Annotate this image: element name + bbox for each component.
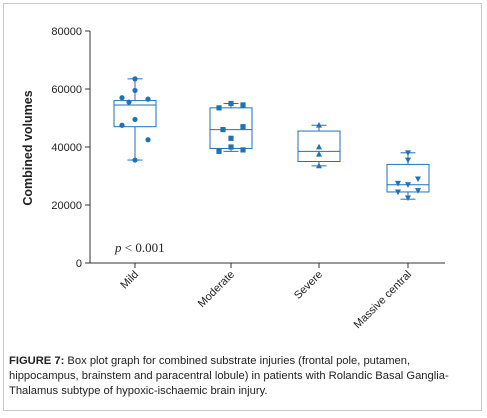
data-point [316, 122, 322, 128]
figure-caption-text: Box plot graph for combined substrate in… [9, 355, 449, 397]
y-tick-label: 80000 [51, 26, 82, 38]
iqr-box [113, 100, 157, 128]
data-point [132, 87, 138, 94]
box-group-massive-central [386, 150, 430, 201]
data-point [132, 157, 138, 163]
p-value-symbol: p [114, 240, 122, 255]
x-axis: Mild Moderate Severe Massive central [90, 262, 445, 332]
data-point [119, 122, 125, 128]
y-tick-label: 40000 [51, 142, 82, 154]
data-point [228, 135, 234, 141]
data-point [316, 151, 322, 157]
y-tick-label: 0 [76, 258, 82, 270]
iqr-box [209, 107, 253, 149]
y-axis-label: Combined volumes [21, 90, 35, 205]
y-axis: 0 20000 40000 60000 80000 [51, 26, 91, 270]
x-tick-label: Mild [118, 269, 141, 292]
data-point [216, 105, 222, 111]
data-point [405, 182, 411, 188]
data-point [132, 76, 138, 82]
data-point [395, 189, 401, 196]
box-plot-series [113, 76, 430, 201]
data-point [240, 147, 246, 153]
p-value-text: < 0.001 [122, 240, 165, 255]
data-point [405, 195, 411, 201]
box-group-mild [113, 76, 157, 163]
data-point [316, 162, 322, 169]
iqr-box [386, 163, 430, 193]
box-group-moderate [209, 100, 253, 154]
data-point [415, 176, 421, 183]
data-point [228, 144, 234, 150]
data-point [415, 188, 421, 194]
figure-caption-label: FIGURE 7: [9, 355, 65, 367]
data-point [405, 157, 411, 164]
figure-frame [3, 3, 482, 411]
figure-caption: FIGURE 7: Box plot graph for combined su… [9, 354, 479, 399]
data-point [240, 102, 246, 108]
x-tick-label: Massive central [352, 269, 415, 332]
data-point [220, 127, 226, 133]
y-tick-label: 20000 [51, 200, 82, 212]
p-value-annotation: p < 0.001 [114, 240, 165, 255]
y-tick-label: 60000 [51, 84, 82, 96]
data-point [316, 143, 322, 150]
box-plot-chart: 0 20000 40000 60000 80000 Mild Moderate Severe… [21, 26, 445, 332]
data-point [145, 96, 151, 102]
data-point [145, 137, 151, 143]
x-tick-label: Severe [292, 269, 325, 302]
data-point [132, 116, 138, 123]
data-point [119, 95, 125, 101]
box-group-severe [297, 122, 341, 169]
data-point [126, 99, 132, 105]
data-point [240, 124, 246, 130]
x-tick-label: Moderate [196, 269, 237, 310]
data-point [228, 100, 234, 107]
iqr-box [297, 130, 341, 163]
data-point [216, 148, 222, 154]
data-point [405, 150, 411, 156]
data-point [395, 180, 401, 187]
